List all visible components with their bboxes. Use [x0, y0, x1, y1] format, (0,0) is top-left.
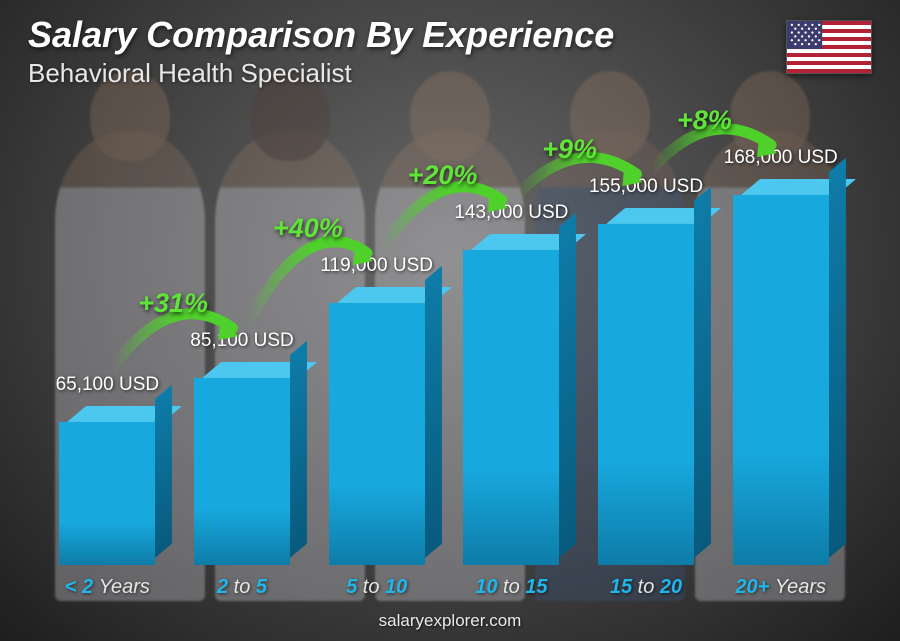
tick-num: 2 [217, 576, 228, 598]
tick-word: to [497, 576, 525, 598]
tick-word: Years [99, 576, 150, 598]
tick-num: 15 [525, 576, 547, 598]
x-axis-tick: 10 to 15 [444, 576, 579, 599]
bar-front-face [59, 422, 155, 565]
x-axis-tick: 20+ Years [713, 576, 848, 599]
tick-word: to [632, 576, 660, 598]
bar-slot: 143,000 USD [444, 125, 579, 565]
bar [733, 179, 829, 565]
page-title: Salary Comparison By Experience [28, 14, 872, 56]
tick-num: < 2 [65, 576, 93, 598]
bar [598, 208, 694, 565]
bar-slot: 119,000 USD [309, 125, 444, 565]
x-axis-tick: 2 to 5 [175, 576, 310, 599]
bar-value-label: 65,100 USD [56, 374, 160, 396]
tick-num: 10 [475, 576, 497, 598]
x-axis-tick: 15 to 20 [579, 576, 714, 599]
bar-value-label: 85,100 USD [190, 330, 294, 352]
x-axis-tick: < 2 Years [40, 576, 175, 599]
bar-side-face [829, 158, 846, 558]
tick-word: Years [775, 576, 826, 598]
x-axis: < 2 Years2 to 55 to 1010 to 1515 to 2020… [40, 576, 848, 599]
tick-num: 5 [346, 576, 357, 598]
x-axis-tick: 5 to 10 [309, 576, 444, 599]
bar [463, 234, 559, 565]
tick-word: to [228, 576, 256, 598]
bar-slot: 155,000 USD [579, 125, 714, 565]
tick-num: 20 [660, 576, 682, 598]
page-subtitle: Behavioral Health Specialist [28, 58, 872, 89]
bar-value-label: 119,000 USD [320, 255, 433, 277]
bar [194, 362, 290, 565]
bar-front-face [463, 250, 559, 565]
bar-front-face [194, 378, 290, 565]
bar-side-face [425, 266, 442, 558]
bar-side-face [559, 213, 576, 558]
us-flag-icon [786, 20, 872, 74]
bar-slot: 168,000 USD [713, 125, 848, 565]
bar-chart: 65,100 USD 85,100 USD 119,000 USD 143,000 U… [40, 125, 848, 565]
bar-slot: 65,100 USD [40, 125, 175, 565]
footer-brand: salaryexplorer.com [0, 611, 900, 631]
tick-word: to [357, 576, 385, 598]
header: Salary Comparison By Experience Behavior… [28, 14, 872, 89]
tick-num: 10 [385, 576, 407, 598]
bar [329, 287, 425, 565]
bar-side-face [290, 341, 307, 558]
bar-front-face [733, 195, 829, 565]
bar-value-label: 168,000 USD [724, 147, 838, 169]
bar-slot: 85,100 USD [175, 125, 310, 565]
bar-side-face [694, 187, 711, 558]
tick-num: 5 [256, 576, 267, 598]
bar-value-label: 143,000 USD [454, 202, 568, 224]
bar-value-label: 155,000 USD [589, 176, 703, 198]
bar-front-face [329, 303, 425, 565]
bar-front-face [598, 224, 694, 565]
bar-side-face [155, 385, 172, 558]
tick-num: 20+ [735, 576, 769, 598]
bar [59, 406, 155, 565]
tick-num: 15 [610, 576, 632, 598]
